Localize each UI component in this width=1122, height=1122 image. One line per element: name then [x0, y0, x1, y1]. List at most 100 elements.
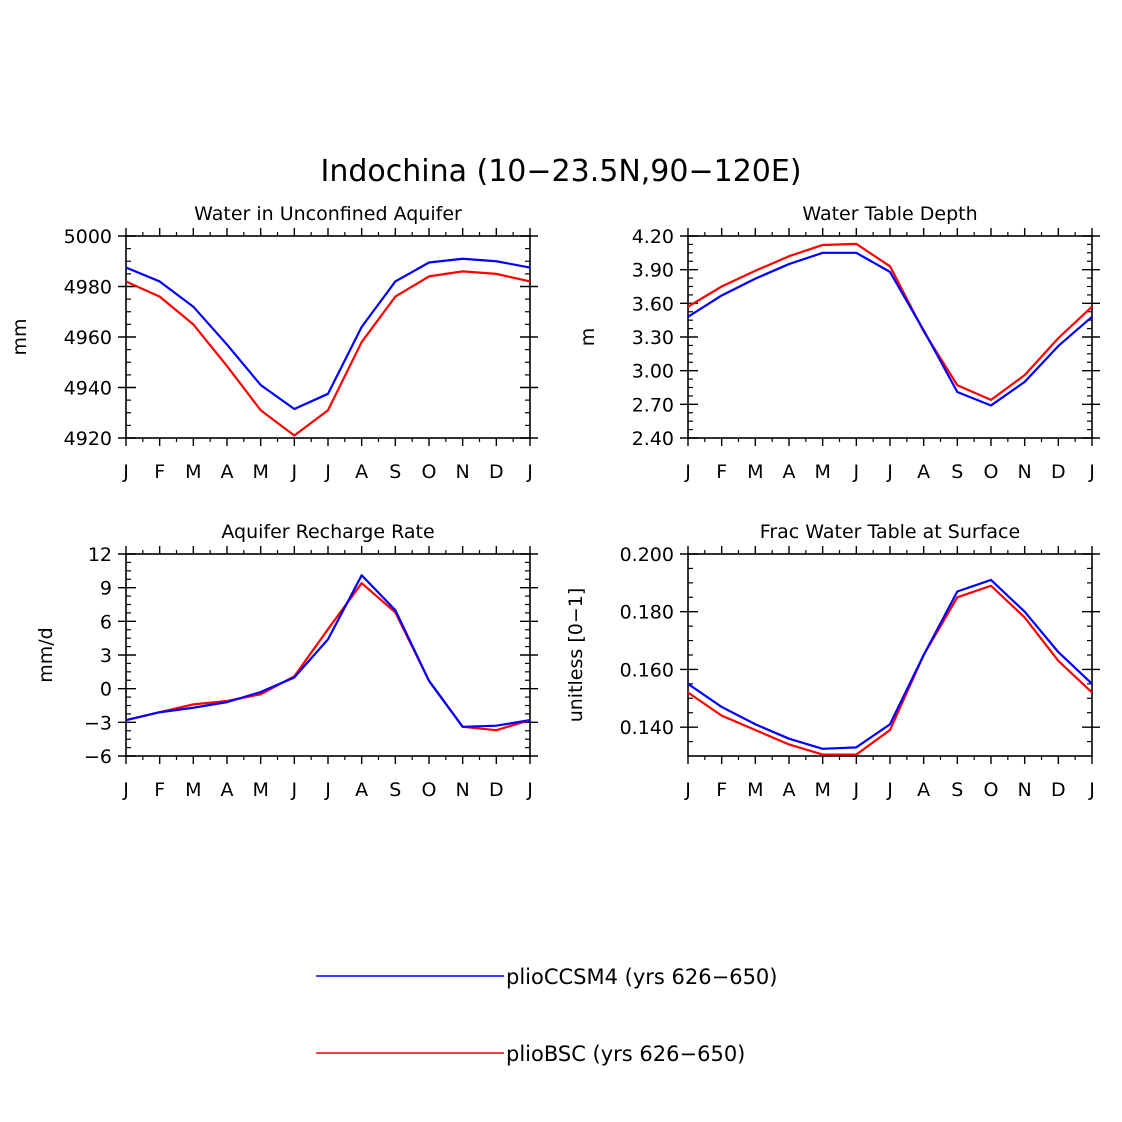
x-tick-label: D — [1051, 779, 1066, 801]
x-tick-label: O — [422, 779, 437, 801]
x-tick-label: A — [221, 461, 234, 483]
x-tick-label: A — [917, 779, 930, 801]
y-tick-label: −6 — [84, 746, 112, 768]
y-tick-label: 2.40 — [632, 428, 674, 450]
chart-title: Aquifer Recharge Rate — [221, 521, 434, 543]
y-tick-label: 0.160 — [620, 659, 674, 681]
x-tick-label: O — [984, 779, 999, 801]
y-tick-label: 3.60 — [632, 293, 674, 315]
x-tick-label: F — [154, 779, 165, 801]
y-tick-label: 0 — [100, 679, 112, 701]
x-tick-label: A — [355, 461, 368, 483]
y-ticks: −6 −3 0 3 6 9 12 — [84, 544, 538, 768]
x-tick-label: J — [1088, 779, 1095, 801]
x-tick-label: J — [122, 779, 129, 801]
x-tick-label: D — [489, 779, 504, 801]
x-tick-label: J — [1088, 461, 1095, 483]
x-tick-label: D — [1051, 461, 1066, 483]
x-tick-label: F — [716, 779, 727, 801]
x-tick-label: M — [185, 461, 201, 483]
y-tick-label: 0.200 — [620, 544, 674, 566]
x-tick-label: J — [324, 779, 331, 801]
x-tick-label: S — [951, 779, 963, 801]
y-tick-label: 9 — [100, 578, 112, 600]
y-tick-label: 12 — [88, 544, 112, 566]
x-tick-label: F — [716, 461, 727, 483]
series-line-pliocCSM4 — [125, 574, 531, 728]
x-tick-label: F — [154, 461, 165, 483]
x-tick-label: J — [886, 461, 893, 483]
x-tick-label: J — [853, 461, 860, 483]
page-title: Indochina (10−23.5N,90−120E) — [320, 154, 801, 189]
series-line-pliocCSM4 — [687, 251, 1093, 407]
series-line-plioBSC — [125, 270, 531, 437]
y-tick-label: 0.140 — [620, 717, 674, 739]
x-tick-label: N — [456, 779, 470, 801]
x-tick-label: J — [122, 461, 129, 483]
x-tick-label: M — [814, 461, 830, 483]
x-tick-label: S — [951, 461, 963, 483]
x-tick-label: N — [1018, 779, 1032, 801]
x-tick-label: A — [917, 461, 930, 483]
x-tick-label: J — [526, 779, 533, 801]
x-tick-label: S — [389, 779, 401, 801]
y-tick-label: 4980 — [64, 277, 112, 299]
x-tick-label: S — [389, 461, 401, 483]
y-tick-label: 0.180 — [620, 602, 674, 624]
chart-panel-2: J F M A M J J A S O N D J2.402.703.003.303.603.904.2… — [577, 203, 1100, 483]
x-tick-label: J — [291, 779, 298, 801]
y-axis-label: m — [577, 328, 599, 347]
x-tick-label: A — [355, 779, 368, 801]
x-tick-label: O — [422, 461, 437, 483]
y-tick-label: 2.70 — [632, 394, 674, 416]
x-tick-label: M — [814, 779, 830, 801]
y-axis-label: mm/d — [35, 627, 57, 682]
x-tick-label: A — [783, 461, 796, 483]
series-line-pliocCSM4 — [687, 578, 1093, 750]
series-line-pliocCSM4 — [125, 257, 531, 411]
series-line-plioBSC — [687, 584, 1093, 756]
y-tick-label: 3.30 — [632, 327, 674, 349]
y-tick-label: 3.90 — [632, 260, 674, 282]
x-tick-label: N — [456, 461, 470, 483]
y-tick-label: 4.20 — [632, 226, 674, 248]
x-tick-label: A — [783, 779, 796, 801]
x-tick-label: J — [853, 779, 860, 801]
y-tick-label: 4960 — [64, 327, 112, 349]
y-ticks: 0.140 0.160 0.180 0.200 — [620, 544, 1100, 743]
y-tick-label: −3 — [84, 712, 112, 734]
series-line-plioBSC — [687, 242, 1093, 401]
x-tick-label: N — [1018, 461, 1032, 483]
x-tick-label: J — [684, 779, 691, 801]
y-tick-label: 3 — [100, 645, 112, 667]
y-tick-label: 5000 — [64, 226, 112, 248]
x-tick-label: M — [252, 779, 268, 801]
x-tick-label: J — [324, 461, 331, 483]
y-axis-label: mm — [9, 318, 31, 355]
x-tick-label: D — [489, 461, 504, 483]
x-tick-label: M — [252, 461, 268, 483]
chart-title: Frac Water Table at Surface — [760, 521, 1020, 543]
legend-label-plioBSC: plioBSC (yrs 626−650) — [506, 1042, 745, 1066]
x-tick-label: A — [221, 779, 234, 801]
x-tick-label: J — [684, 461, 691, 483]
y-tick-label: 4920 — [64, 428, 112, 450]
x-tick-label: M — [747, 461, 763, 483]
y-tick-label: 3.00 — [632, 361, 674, 383]
y-tick-label: 6 — [100, 611, 112, 633]
x-tick-label: J — [291, 461, 298, 483]
y-tick-label: 4940 — [64, 378, 112, 400]
legend: plioCCSM4 (yrs 626−650) plioBSC (yrs 626… — [316, 965, 777, 1066]
y-ticks: 4920 4940 4960 4980 5000 — [64, 226, 538, 450]
x-tick-label: M — [185, 779, 201, 801]
